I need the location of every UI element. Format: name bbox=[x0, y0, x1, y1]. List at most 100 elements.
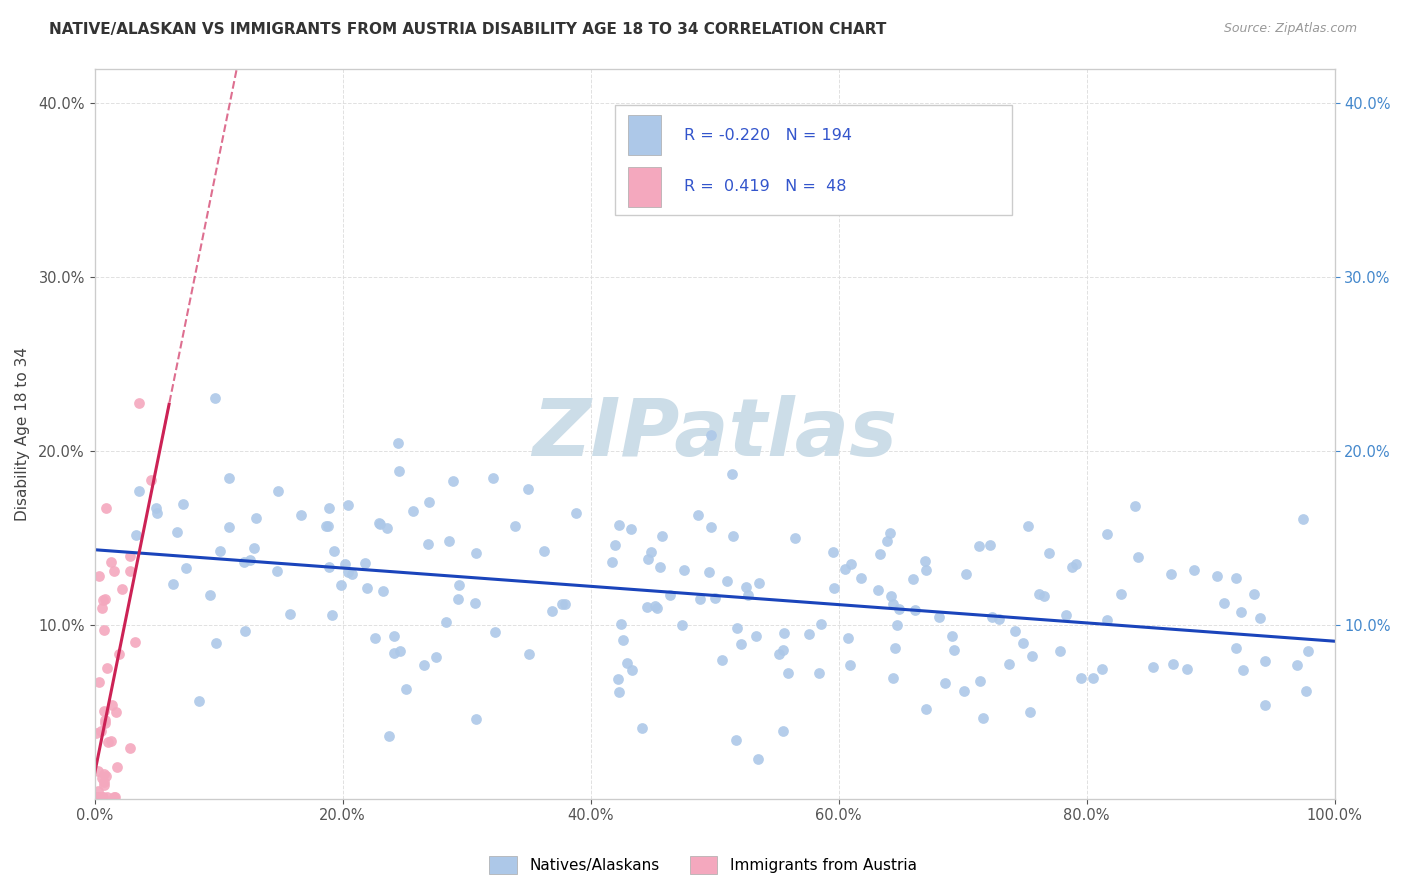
Point bbox=[710, 653, 733, 667]
Point bbox=[387, 464, 409, 478]
Point bbox=[841, 557, 863, 571]
Point bbox=[747, 752, 769, 766]
Point bbox=[108, 647, 131, 661]
Point bbox=[321, 608, 343, 623]
Point bbox=[172, 497, 194, 511]
Point bbox=[807, 666, 830, 681]
Point bbox=[776, 665, 799, 680]
Point bbox=[928, 610, 950, 624]
Point bbox=[90, 790, 112, 805]
Point bbox=[868, 582, 890, 597]
Point bbox=[93, 778, 115, 792]
FancyBboxPatch shape bbox=[628, 114, 661, 154]
Point bbox=[464, 596, 486, 610]
Point bbox=[290, 508, 312, 522]
Point bbox=[318, 519, 340, 533]
Point bbox=[1206, 569, 1229, 583]
Point bbox=[187, 694, 209, 708]
Point bbox=[118, 549, 141, 563]
Point bbox=[1004, 624, 1026, 639]
Point bbox=[914, 563, 936, 577]
Point bbox=[503, 519, 526, 533]
Point bbox=[550, 597, 572, 611]
Point bbox=[337, 498, 360, 512]
Point bbox=[1028, 587, 1050, 601]
Point bbox=[839, 657, 862, 672]
Point bbox=[111, 582, 134, 597]
Point bbox=[208, 544, 231, 558]
Point bbox=[89, 569, 111, 583]
Point bbox=[330, 578, 353, 592]
Point bbox=[267, 484, 290, 499]
Point bbox=[616, 656, 638, 670]
Point bbox=[1292, 512, 1315, 526]
Point bbox=[204, 391, 226, 405]
Point bbox=[94, 713, 117, 727]
Point bbox=[416, 537, 439, 551]
Point bbox=[368, 516, 391, 531]
Point bbox=[607, 518, 630, 533]
Point bbox=[93, 592, 115, 607]
Point bbox=[141, 473, 163, 487]
Point bbox=[823, 581, 845, 595]
Point bbox=[1033, 589, 1056, 603]
Point bbox=[869, 547, 891, 561]
Point bbox=[773, 626, 796, 640]
Point bbox=[266, 564, 288, 578]
Point bbox=[1142, 660, 1164, 674]
Point bbox=[482, 471, 505, 485]
Point bbox=[382, 629, 405, 643]
Point bbox=[1229, 605, 1251, 619]
Point bbox=[402, 503, 425, 517]
Point bbox=[1295, 684, 1317, 698]
Point bbox=[413, 657, 436, 672]
Point bbox=[371, 584, 394, 599]
Point bbox=[1249, 611, 1271, 625]
Point bbox=[785, 531, 807, 545]
Point bbox=[315, 519, 337, 533]
Point bbox=[987, 612, 1010, 626]
Point bbox=[87, 764, 110, 778]
Point bbox=[697, 565, 720, 579]
Point bbox=[1095, 527, 1118, 541]
Text: R =  0.419   N =  48: R = 0.419 N = 48 bbox=[683, 179, 846, 194]
Point bbox=[904, 603, 927, 617]
Point bbox=[1081, 671, 1104, 685]
Point bbox=[103, 790, 125, 805]
Point bbox=[1253, 654, 1275, 668]
Point bbox=[1232, 663, 1254, 677]
Point bbox=[484, 624, 506, 639]
Point bbox=[353, 556, 375, 570]
Point bbox=[721, 529, 744, 543]
Point bbox=[837, 632, 859, 646]
Point bbox=[90, 723, 112, 738]
Point bbox=[103, 564, 125, 578]
Point bbox=[91, 790, 114, 805]
Point bbox=[89, 674, 111, 689]
Text: ZIPatlas: ZIPatlas bbox=[531, 394, 897, 473]
Point bbox=[93, 624, 115, 638]
Point bbox=[1060, 559, 1083, 574]
Point bbox=[90, 771, 112, 785]
Point bbox=[318, 500, 340, 515]
Point bbox=[648, 560, 671, 574]
Point bbox=[810, 617, 832, 632]
Point bbox=[1091, 662, 1114, 676]
Point bbox=[1175, 662, 1198, 676]
Point bbox=[104, 790, 127, 805]
Point bbox=[725, 733, 748, 747]
Point bbox=[233, 556, 256, 570]
Point bbox=[174, 560, 197, 574]
Point bbox=[768, 647, 790, 661]
Point bbox=[955, 567, 977, 582]
Point bbox=[96, 500, 118, 515]
Point bbox=[218, 470, 240, 484]
Point bbox=[205, 636, 228, 650]
Point bbox=[1012, 635, 1035, 649]
Point bbox=[89, 790, 111, 805]
Point bbox=[84, 790, 107, 805]
Point bbox=[980, 610, 1002, 624]
Point bbox=[145, 507, 167, 521]
Point bbox=[425, 649, 447, 664]
Point bbox=[942, 643, 965, 657]
